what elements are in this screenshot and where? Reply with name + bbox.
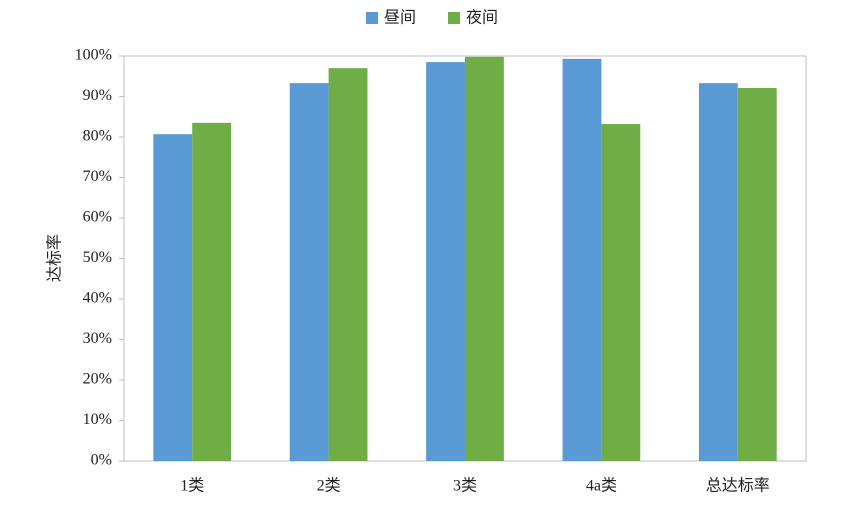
bar (289, 83, 329, 461)
y-axis-label: 达标率 (46, 234, 64, 282)
bar (153, 134, 193, 462)
x-tick-label: 3类 (453, 477, 477, 495)
bar (562, 58, 602, 462)
bar (465, 56, 504, 462)
y-tick-label: 100% (75, 47, 112, 64)
y-tick-label: 30% (83, 330, 112, 347)
bar (192, 122, 232, 461)
x-tick-label: 2类 (317, 477, 341, 495)
legend-swatch (448, 12, 460, 24)
y-tick-label: 10% (83, 411, 112, 428)
legend-label: 昼间 (384, 9, 416, 27)
y-tick-label: 70% (83, 168, 112, 185)
y-tick-label: 50% (83, 249, 112, 266)
legend-label: 夜间 (466, 9, 498, 27)
bar (698, 83, 738, 461)
y-tick-label: 60% (83, 209, 112, 226)
legend-swatch (366, 12, 378, 24)
y-tick-label: 0% (91, 452, 112, 469)
x-tick-label: 总达标率 (706, 477, 770, 495)
bar (737, 87, 777, 462)
y-tick-label: 40% (83, 290, 112, 307)
y-tick-label: 90% (83, 87, 112, 104)
bar (426, 62, 465, 461)
x-tick-label: 1类 (180, 477, 204, 495)
bar (601, 124, 641, 461)
y-tick-label: 20% (83, 371, 112, 388)
x-tick-label: 4a类 (586, 477, 617, 495)
bar (328, 68, 368, 462)
y-tick-label: 80% (83, 128, 112, 145)
